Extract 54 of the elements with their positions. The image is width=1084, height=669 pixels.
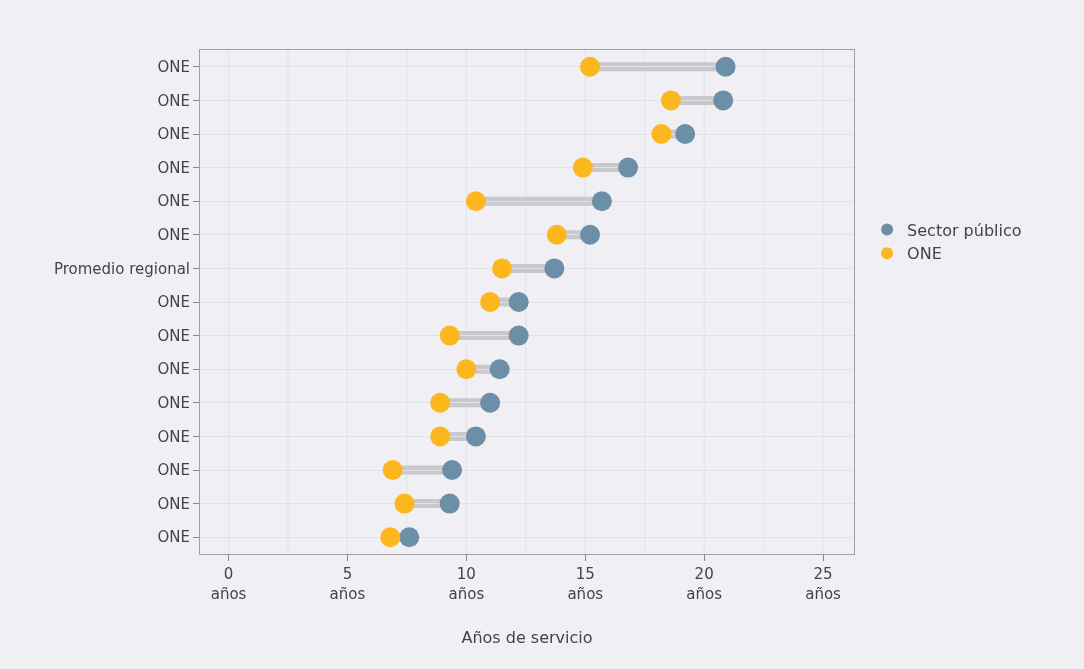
point: [675, 124, 696, 144]
point: [399, 527, 420, 548]
point: [618, 157, 639, 178]
y-tick-label: Promedio regional: [53, 259, 190, 278]
point: [465, 191, 486, 212]
y-tick-label: ONE: [157, 494, 190, 513]
point: [508, 292, 529, 312]
y-tick-label: ONE: [157, 461, 190, 480]
x-tick-label: 10 años: [448, 565, 485, 603]
y-tick-label: ONE: [157, 528, 190, 547]
x-tick-label: 20 años: [686, 565, 723, 603]
point: [546, 224, 567, 245]
point: [442, 460, 463, 480]
y-tick-label: ONE: [157, 192, 190, 211]
point: [544, 258, 565, 279]
point: [660, 90, 681, 111]
point: [480, 292, 501, 312]
point: [430, 426, 451, 447]
point: [382, 460, 403, 480]
x-tick-label: 15 años: [567, 565, 604, 603]
point: [572, 157, 593, 178]
y-tick-label: ONE: [157, 427, 190, 446]
x-tick-label: 25 años: [805, 565, 842, 603]
point: [591, 191, 612, 212]
y-tick-label: ONE: [157, 158, 190, 177]
point: [580, 224, 601, 245]
point: [492, 258, 513, 279]
y-tick-label: ONE: [157, 326, 190, 345]
point: [651, 124, 672, 144]
legend-label: Sector público: [907, 220, 1022, 240]
point: [480, 392, 501, 413]
point: [439, 325, 460, 346]
point: [489, 359, 510, 380]
point: [508, 325, 529, 346]
point: [380, 527, 401, 548]
y-tick-label: ONE: [157, 293, 190, 312]
point: [456, 359, 477, 380]
point: [430, 392, 451, 413]
legend-label: ONE: [907, 244, 942, 264]
point: [715, 56, 736, 77]
point: [580, 56, 601, 77]
y-tick-label: ONE: [157, 360, 190, 379]
y-tick-label: ONE: [157, 125, 190, 144]
point: [394, 493, 415, 514]
x-tick-label: 5 años: [329, 565, 366, 603]
point: [439, 493, 460, 514]
point: [465, 426, 486, 447]
y-tick-label: ONE: [157, 58, 190, 77]
x-axis-title: Años de servicio: [461, 628, 593, 648]
y-tick-label: ONE: [157, 91, 190, 110]
y-tick-label: ONE: [157, 226, 190, 245]
x-tick-label: 0 años: [210, 565, 247, 603]
y-tick-label: ONE: [157, 394, 190, 413]
point: [713, 90, 734, 111]
